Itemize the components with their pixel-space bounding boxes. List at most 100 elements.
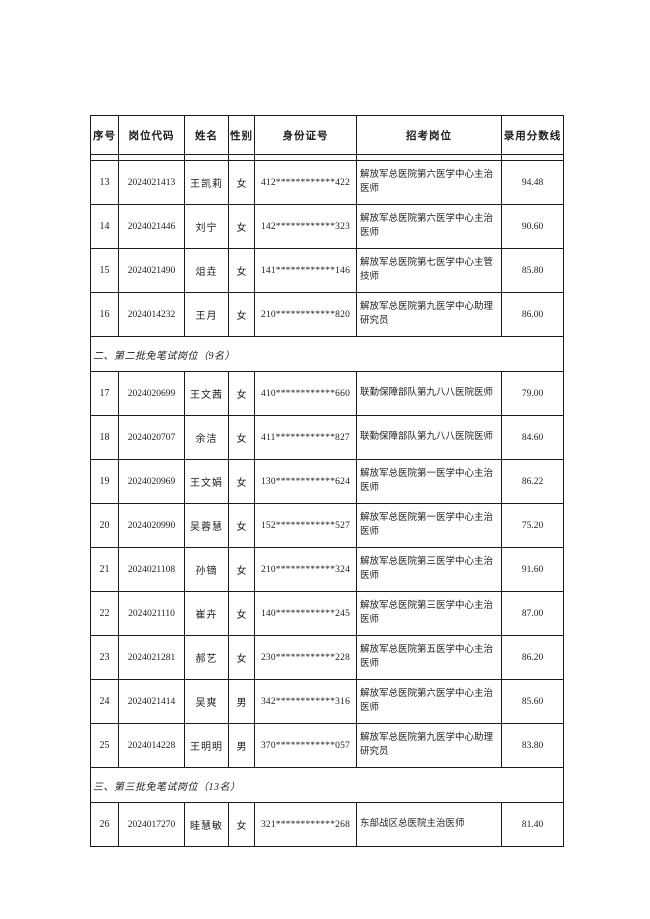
- position-cell: 解放军总医院第六医学中心主治医师: [356, 204, 502, 249]
- table-row: 24 2024021414 吴爽男 342************316 解放军总医院第…: [90, 679, 564, 724]
- table-row: 17 2024020699 王文茜女 410************660 联勤保障部队…: [90, 371, 564, 416]
- seq-cell: 13: [90, 160, 119, 205]
- table-row: 22 2024021110 崔卉女 140************245 解放军总医院第…: [90, 591, 564, 636]
- gender-cell: 女: [228, 415, 255, 460]
- gender-cell: 女: [228, 248, 255, 293]
- name-cell: 余洁: [184, 415, 229, 460]
- table-row: 25 2024014228 王明明男 370************057 解放军总医院…: [90, 723, 564, 768]
- position-cell: 解放军总医院第一医学中心主治医师: [356, 459, 502, 504]
- gender-cell: 女: [228, 459, 255, 504]
- code-cell: 2024017270: [118, 802, 185, 847]
- header-code: 岗位代码: [118, 115, 185, 155]
- gender-cell: 女: [228, 802, 255, 847]
- section-row: 二、第二批免笔试岗位（9名）: [90, 336, 564, 372]
- score-cell: 94.48: [501, 160, 564, 205]
- name-cell: 吴爽: [184, 679, 229, 724]
- id-cell: 370************057: [254, 723, 357, 768]
- seq-cell: 26: [90, 802, 119, 847]
- name-cell: 王文娟: [184, 459, 229, 504]
- seq-cell: 16: [90, 292, 119, 337]
- gender-cell: 女: [228, 292, 255, 337]
- score-cell: 75.20: [501, 503, 564, 548]
- name-cell: 刘宁: [184, 204, 229, 249]
- score-cell: 81.40: [501, 802, 564, 847]
- name-cell: 俎垚: [184, 248, 229, 293]
- gender-cell: 女: [228, 635, 255, 680]
- table-row: 18 2024020707 余洁女 411************827 联勤保障部队第…: [90, 415, 564, 460]
- code-cell: 2024021414: [118, 679, 185, 724]
- score-cell: 85.80: [501, 248, 564, 293]
- seq-cell: 20: [90, 503, 119, 548]
- header-seq: 序号: [90, 115, 119, 155]
- seq-cell: 17: [90, 371, 119, 416]
- table-row: 19 2024020969 王文娟女 130************624 解放军总医院…: [90, 459, 564, 504]
- position-cell: 解放军总医院第一医学中心主治医师: [356, 503, 502, 548]
- position-cell: 解放军总医院第九医学中心助理研究员: [356, 292, 502, 337]
- id-cell: 230************228: [254, 635, 357, 680]
- code-cell: 2024021110: [118, 591, 185, 636]
- section-title: 二、第二批免笔试岗位（9名）: [90, 336, 564, 372]
- score-cell: 86.22: [501, 459, 564, 504]
- name-cell: 王月: [184, 292, 229, 337]
- score-cell: 79.00: [501, 371, 564, 416]
- code-cell: 2024021281: [118, 635, 185, 680]
- id-cell: 412************422: [254, 160, 357, 205]
- table-row: 20 2024020990 吴蓉慧女 152************527 解放军总医院…: [90, 503, 564, 548]
- results-table: 序号 岗位代码 姓名 性别 身份证号 招考岗位 录用分数线 13 20240214…: [90, 115, 564, 847]
- code-cell: 2024021446: [118, 204, 185, 249]
- name-cell: 眭慧敏: [184, 802, 229, 847]
- gender-cell: 女: [228, 591, 255, 636]
- section-row: 三、第三批免笔试岗位（13名）: [90, 767, 564, 803]
- name-cell: 郝艺: [184, 635, 229, 680]
- position-cell: 解放军总医院第五医学中心主治医师: [356, 635, 502, 680]
- table-row: 14 2024021446 刘宁女 142************323 解放军总医院第…: [90, 204, 564, 249]
- seq-cell: 21: [90, 547, 119, 592]
- header-name: 姓名: [184, 115, 229, 155]
- header-id: 身份证号: [254, 115, 357, 155]
- score-cell: 87.00: [501, 591, 564, 636]
- gender-cell: 女: [228, 371, 255, 416]
- id-cell: 152************527: [254, 503, 357, 548]
- table-body: 13 2024021413 王凯莉女 412************422 解放军总医院…: [90, 154, 564, 847]
- id-cell: 321************268: [254, 802, 357, 847]
- seq-cell: 24: [90, 679, 119, 724]
- name-cell: 王凯莉: [184, 160, 229, 205]
- table-row: 13 2024021413 王凯莉女 412************422 解放军总医院…: [90, 160, 564, 205]
- name-cell: 孙镝: [184, 547, 229, 592]
- id-cell: 410************660: [254, 371, 357, 416]
- id-cell: 210************820: [254, 292, 357, 337]
- table-row: 26 2024017270 眭慧敏女 321************268 东部战区总医…: [90, 802, 564, 847]
- seq-cell: 19: [90, 459, 119, 504]
- name-cell: 王文茜: [184, 371, 229, 416]
- seq-cell: 25: [90, 723, 119, 768]
- code-cell: 2024021413: [118, 160, 185, 205]
- score-cell: 85.60: [501, 679, 564, 724]
- seq-cell: 23: [90, 635, 119, 680]
- seq-cell: 18: [90, 415, 119, 460]
- score-cell: 90.60: [501, 204, 564, 249]
- score-cell: 91.60: [501, 547, 564, 592]
- position-cell: 解放军总医院第九医学中心助理研究员: [356, 723, 502, 768]
- name-cell: 王明明: [184, 723, 229, 768]
- table-row: 21 2024021108 孙镝女 210************324 解放军总医院第…: [90, 547, 564, 592]
- header-gender: 性别: [228, 115, 255, 155]
- gender-cell: 男: [228, 723, 255, 768]
- code-cell: 2024020707: [118, 415, 185, 460]
- code-cell: 2024020699: [118, 371, 185, 416]
- header-score: 录用分数线: [501, 115, 564, 155]
- id-cell: 210************324: [254, 547, 357, 592]
- code-cell: 2024020990: [118, 503, 185, 548]
- score-cell: 83.80: [501, 723, 564, 768]
- code-cell: 2024014228: [118, 723, 185, 768]
- id-cell: 130************624: [254, 459, 357, 504]
- gender-cell: 女: [228, 160, 255, 205]
- code-cell: 2024021108: [118, 547, 185, 592]
- score-cell: 86.00: [501, 292, 564, 337]
- table-row: 16 2024014232 王月女 210************820 解放军总医院第…: [90, 292, 564, 337]
- score-cell: 84.60: [501, 415, 564, 460]
- id-cell: 140************245: [254, 591, 357, 636]
- table-row: 23 2024021281 郝艺女 230************228 解放军总医院第…: [90, 635, 564, 680]
- position-cell: 解放军总医院第六医学中心主治医师: [356, 160, 502, 205]
- code-cell: 2024014232: [118, 292, 185, 337]
